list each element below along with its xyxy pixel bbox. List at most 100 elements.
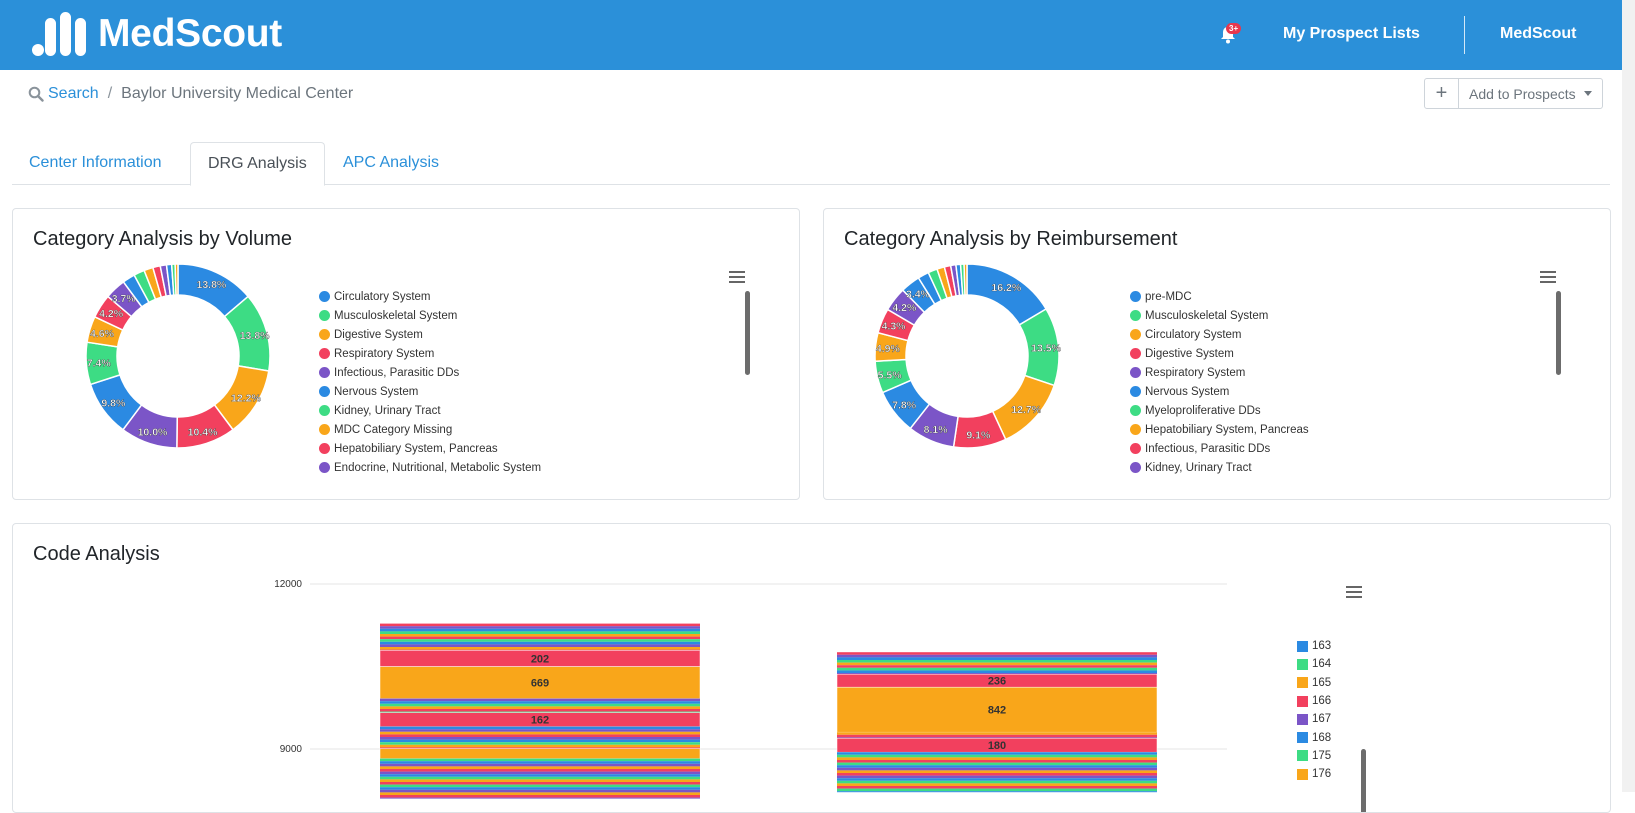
- bar-segment[interactable]: [380, 631, 700, 634]
- legend-item[interactable]: 168: [1297, 728, 1331, 746]
- legend-scrollbar[interactable]: [1361, 749, 1366, 812]
- bar-segment[interactable]: [380, 758, 700, 762]
- legend-item[interactable]: Infectious, Parasitic DDs: [1130, 439, 1309, 458]
- bar-segment[interactable]: [837, 773, 1157, 776]
- legend-item[interactable]: Kidney, Urinary Tract: [319, 401, 541, 420]
- bar-segment[interactable]: [380, 706, 700, 709]
- bar-segment[interactable]: [380, 729, 700, 732]
- add-to-prospects-dropdown[interactable]: Add to Prospects: [1459, 79, 1602, 108]
- bar-segment[interactable]: [837, 775, 1157, 779]
- legend-item[interactable]: Respiratory System: [1130, 363, 1309, 382]
- bar-segment[interactable]: [837, 762, 1157, 766]
- nav-user-menu[interactable]: MedScout: [1500, 25, 1577, 42]
- bar-segment[interactable]: [380, 711, 700, 713]
- bar-segment[interactable]: [837, 673, 1157, 675]
- bar-segment[interactable]: [380, 789, 700, 793]
- chart-menu-icon[interactable]: [1540, 271, 1556, 283]
- bar-segment[interactable]: [837, 760, 1157, 763]
- legend-item[interactable]: 166: [1297, 692, 1331, 710]
- bar-segment[interactable]: [380, 784, 700, 788]
- bar-segment[interactable]: [837, 780, 1157, 784]
- bar-segment[interactable]: [380, 623, 700, 627]
- donut-slice[interactable]: [174, 263, 179, 296]
- bar-segment[interactable]: [380, 787, 700, 790]
- legend-item[interactable]: Myeloproliferative DDs: [1130, 401, 1309, 420]
- legend-item[interactable]: pre-MDC: [1130, 287, 1309, 306]
- legend-item[interactable]: 165: [1297, 674, 1331, 692]
- brand-logo[interactable]: MedScout: [30, 10, 282, 58]
- legend-item[interactable]: Hepatobiliary System, Pancreas: [319, 439, 541, 458]
- legend-scrollbar[interactable]: [1556, 291, 1561, 375]
- bar-segment[interactable]: [380, 701, 700, 704]
- legend-item[interactable]: 167: [1297, 710, 1331, 728]
- legend-item[interactable]: 164: [1297, 655, 1331, 673]
- bar-segment[interactable]: [837, 783, 1157, 786]
- bar-segment[interactable]: [380, 731, 700, 735]
- legend-item[interactable]: Kidney, Urinary Tract: [1130, 458, 1309, 477]
- bar-segment[interactable]: [379, 712, 701, 727]
- bar-segment[interactable]: [380, 744, 700, 748]
- bar-segment[interactable]: [837, 652, 1157, 655]
- bar-segment[interactable]: [837, 778, 1157, 781]
- bar-segment[interactable]: [837, 660, 1157, 663]
- bar-segment[interactable]: [380, 769, 700, 772]
- legend-item[interactable]: Circulatory System: [319, 287, 541, 306]
- breadcrumb-search-link[interactable]: Search: [28, 85, 99, 103]
- bar-segment[interactable]: [837, 754, 1157, 758]
- legend-item[interactable]: Endocrine, Nutritional, Metabolic System: [319, 458, 541, 477]
- stacked-bar[interactable]: 202 669 162: [379, 623, 701, 799]
- legend-item[interactable]: Nervous System: [1130, 382, 1309, 401]
- legend-item[interactable]: Circulatory System: [1130, 325, 1309, 344]
- bar-segment[interactable]: [380, 634, 700, 637]
- legend-scrollbar[interactable]: [745, 291, 750, 375]
- bar-segment[interactable]: [380, 726, 700, 730]
- bar-segment[interactable]: [837, 786, 1157, 789]
- tab-apc-analysis[interactable]: APC Analysis: [343, 154, 440, 171]
- bar-segment[interactable]: [380, 639, 700, 642]
- bar-segment[interactable]: [380, 649, 700, 651]
- page-scrollbar[interactable]: [1622, 0, 1635, 792]
- bar-segment[interactable]: [380, 742, 700, 745]
- bar-segment[interactable]: [380, 763, 700, 767]
- legend-item[interactable]: Infectious, Parasitic DDs: [319, 363, 541, 382]
- legend-item[interactable]: Respiratory System: [319, 344, 541, 363]
- bar-segment[interactable]: [380, 771, 700, 775]
- bar-segment[interactable]: [837, 670, 1157, 673]
- bar-segment[interactable]: [836, 686, 1158, 733]
- bar-segment[interactable]: [837, 662, 1157, 666]
- bar-segment[interactable]: [837, 737, 1157, 739]
- bar-segment[interactable]: [837, 732, 1157, 735]
- bar-segment[interactable]: [837, 734, 1157, 738]
- bar-segment[interactable]: [380, 698, 700, 702]
- bar-segment[interactable]: [380, 636, 700, 640]
- legend-item[interactable]: 163: [1297, 637, 1331, 655]
- legend-item[interactable]: 176: [1297, 765, 1331, 783]
- tab-drg-analysis[interactable]: DRG Analysis: [190, 142, 325, 186]
- bar-segment[interactable]: [837, 788, 1157, 792]
- legend-item[interactable]: 175: [1297, 747, 1331, 765]
- bar-segment[interactable]: [380, 774, 700, 777]
- bar-segment[interactable]: [837, 665, 1157, 668]
- bar-segment[interactable]: [837, 765, 1157, 768]
- bar-segment[interactable]: [380, 626, 700, 629]
- chart-menu-icon[interactable]: [729, 271, 745, 283]
- bar-segment[interactable]: [837, 752, 1157, 755]
- bar-segment[interactable]: [837, 770, 1157, 773]
- bar-segment[interactable]: [379, 666, 701, 699]
- bar-segment[interactable]: [380, 737, 700, 740]
- bar-segment[interactable]: [380, 647, 700, 650]
- bar-segment[interactable]: [837, 767, 1157, 771]
- bar-segment[interactable]: [380, 747, 700, 749]
- bar-segment[interactable]: [380, 776, 700, 780]
- legend-item[interactable]: Nervous System: [319, 382, 541, 401]
- bar-segment[interactable]: [837, 657, 1157, 660]
- bar-segment[interactable]: [380, 795, 700, 798]
- bar-segment[interactable]: [380, 797, 700, 799]
- bar-segment[interactable]: [380, 761, 700, 764]
- bar-segment[interactable]: [380, 641, 700, 645]
- nav-my-prospect-lists[interactable]: My Prospect Lists: [1283, 25, 1420, 42]
- legend-item[interactable]: Musculoskeletal System: [319, 306, 541, 325]
- bar-segment[interactable]: [380, 734, 700, 737]
- stacked-bar[interactable]: 236 842 180: [836, 652, 1158, 793]
- bar-segment[interactable]: [380, 792, 700, 795]
